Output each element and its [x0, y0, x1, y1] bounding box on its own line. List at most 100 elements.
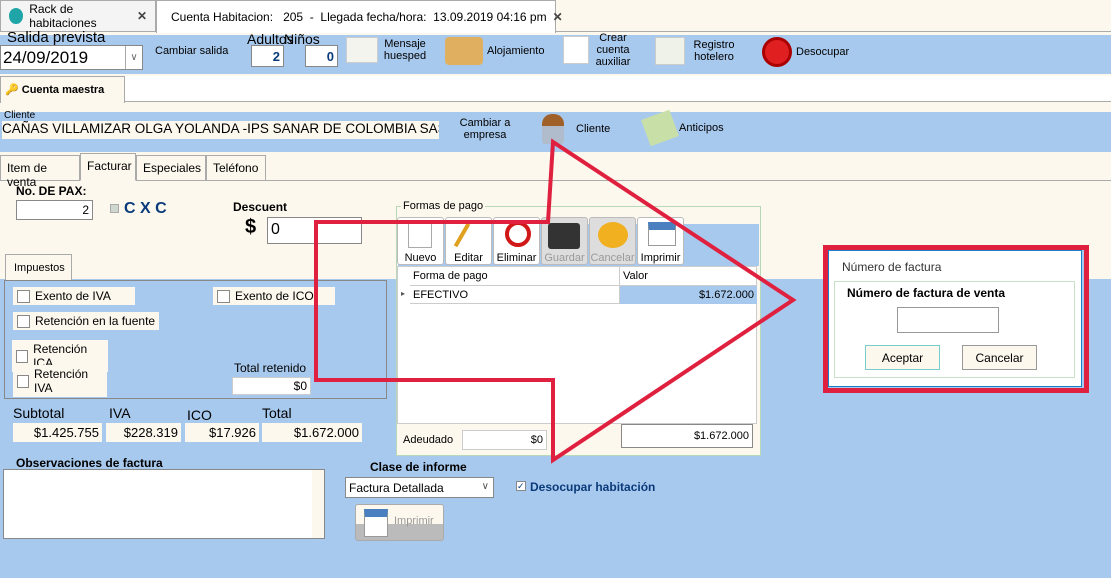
app-icon	[9, 8, 24, 24]
alojamiento-button[interactable]: Alojamiento	[445, 37, 544, 65]
adeudado-value: $0	[462, 430, 547, 450]
exento-iva-label: Exento de IVA	[35, 289, 111, 303]
desocupar-label: Desocupar	[796, 46, 850, 58]
numero-factura-dialog: Número de factura Número de factura de v…	[828, 250, 1082, 387]
cliente-button[interactable]: Cliente	[542, 114, 610, 144]
total-value: $1.672.000	[262, 423, 362, 442]
anticipos-label: Anticipos	[679, 122, 724, 134]
total-label: Total	[262, 405, 292, 421]
tab-item-venta[interactable]: Item de venta	[0, 155, 80, 189]
observaciones-label: Observaciones de factura	[16, 456, 163, 470]
imprimir-label: Imprimir	[394, 515, 434, 527]
floppy-icon	[548, 223, 580, 249]
cambiar-empresa-button[interactable]: Cambiar a empresa	[459, 117, 511, 141]
subtab-strip	[0, 76, 1111, 102]
toolbar	[0, 35, 1111, 74]
subtotal-value: $1.425.755	[13, 423, 102, 442]
prohibited-icon	[762, 37, 792, 67]
key-icon: 🔑	[5, 84, 19, 96]
adeudado-label: Adeudado	[403, 434, 454, 446]
bed-icon	[445, 37, 483, 65]
formas-pago-title: Formas de pago	[401, 200, 486, 212]
ret-iva-label: Retención IVA	[34, 367, 89, 395]
notepad-icon	[563, 36, 589, 64]
ret-fuente-checkbox[interactable]: Retención en la fuente	[13, 312, 160, 330]
crear-cuenta-button[interactable]: Crear cuenta auxiliar	[563, 32, 633, 68]
descuento-label: Descuent	[233, 200, 288, 214]
crear-cuenta-label: Crear cuenta auxiliar	[595, 32, 631, 68]
chevron-down-icon: ∨	[481, 481, 489, 492]
iva-label: IVA	[109, 405, 131, 421]
envelope-icon	[346, 37, 378, 63]
salida-date-picker[interactable]: 24/09/2019 ∨	[0, 45, 143, 70]
currency-symbol: $	[245, 216, 257, 238]
tab-label: Rack de habitaciones	[29, 2, 97, 30]
tabs-divider	[0, 180, 1111, 181]
column-header-valor[interactable]: Valor	[620, 267, 757, 286]
ret-iva-checkbox[interactable]: Retención IVA	[13, 365, 107, 397]
person-icon	[542, 114, 564, 144]
dialog-title: Número de factura	[842, 260, 942, 274]
tab-cuenta-maestra[interactable]: 🔑 Cuenta maestra	[0, 76, 125, 103]
tab-cuenta[interactable]: Cuenta Habitacion: 205 - Llegada fecha/h…	[156, 0, 563, 33]
register-icon	[655, 37, 685, 65]
mensaje-huesped-button[interactable]: Mensaje huesped	[346, 37, 428, 63]
cxc-label: C X C	[124, 200, 167, 217]
ret-fuente-label: Retención en la fuente	[35, 314, 156, 328]
subtotal-label: Subtotal	[13, 405, 65, 421]
column-header-forma[interactable]: Forma de pago	[410, 267, 620, 286]
cambiar-salida-button[interactable]: Cambiar salida	[155, 45, 229, 57]
pax-input[interactable]: 2	[16, 200, 93, 220]
scrollbar[interactable]	[312, 470, 324, 538]
desocupar-habitacion-label: Desocupar habitación	[530, 480, 656, 494]
exento-ico-checkbox[interactable]: Exento de ICO	[213, 287, 335, 305]
printer-icon	[364, 509, 388, 537]
table-row[interactable]: ▸ EFECTIVO $1.672.000	[398, 286, 757, 304]
registro-label: Registro hotelero	[693, 39, 735, 63]
tab-telefono[interactable]: Teléfono	[206, 155, 266, 180]
aceptar-button[interactable]: Aceptar	[865, 345, 940, 370]
cancelar-dialog-button[interactable]: Cancelar	[962, 345, 1037, 370]
undo-icon	[598, 222, 628, 248]
clase-informe-select[interactable]: Factura Detallada ∨	[345, 477, 494, 498]
salida-label: Salida prevista	[7, 29, 106, 46]
formas-pago-total: $1.672.000	[621, 424, 753, 448]
pax-label: No. DE PAX:	[16, 184, 87, 198]
printer-icon	[648, 222, 676, 246]
desocupar-habitacion-checkbox[interactable]: ✓	[516, 481, 526, 491]
ninos-label: Niños	[284, 31, 320, 47]
adultos-input[interactable]: 2	[251, 45, 284, 67]
subtab-label: Cuenta maestra	[21, 84, 105, 96]
close-icon[interactable]: ✕	[552, 10, 563, 24]
impuestos-panel	[4, 280, 387, 399]
adultos-label: Adultos	[247, 31, 294, 47]
formas-pago-grid: Forma de pago Valor ▸ EFECTIVO $1.672.00…	[397, 266, 757, 424]
exento-iva-checkbox[interactable]: Exento de IVA	[13, 287, 135, 305]
ninos-input[interactable]: 0	[305, 45, 338, 67]
ico-value: $17.926	[185, 423, 259, 442]
salida-value: 24/09/2019	[3, 48, 89, 67]
total-retenido-label: Total retenido	[234, 361, 307, 375]
tab-especiales[interactable]: Especiales	[136, 155, 206, 180]
tab-impuestos[interactable]: Impuestos	[5, 254, 72, 280]
tab-rack[interactable]: Rack de habitaciones ✕	[0, 0, 156, 31]
registro-hotelero-button[interactable]: Registro hotelero	[655, 37, 739, 65]
iva-value: $228.319	[106, 423, 181, 442]
cxc-checkbox[interactable]	[110, 204, 119, 213]
close-icon[interactable]: ✕	[136, 9, 147, 23]
anticipos-button[interactable]: Anticipos	[641, 109, 724, 147]
cliente-btn-label: Cliente	[576, 123, 611, 135]
clase-informe-value: Factura Detallada	[349, 481, 444, 495]
tab-facturar[interactable]: Facturar	[80, 153, 136, 181]
numero-factura-input[interactable]	[897, 307, 999, 333]
desocupar-button[interactable]: Desocupar	[762, 37, 849, 67]
cliente-label: Cliente	[4, 110, 36, 121]
observaciones-textarea[interactable]	[3, 469, 325, 539]
alojamiento-label: Alojamiento	[487, 45, 545, 57]
dialog-group: Número de factura de venta Aceptar Cance…	[834, 281, 1075, 378]
chevron-down-icon[interactable]: ∨	[125, 46, 142, 69]
mensaje-label: Mensaje huesped	[383, 38, 427, 62]
clase-informe-label: Clase de informe	[370, 460, 467, 474]
dialog-label: Número de factura de venta	[847, 286, 1006, 300]
imprimir-factura-button[interactable]: Imprimir	[355, 504, 444, 541]
